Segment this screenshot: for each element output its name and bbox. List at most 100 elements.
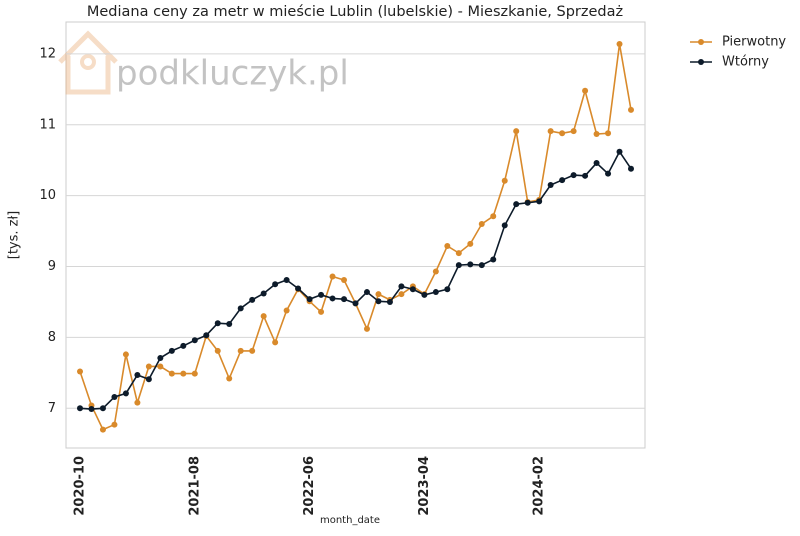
data-point: [559, 177, 566, 184]
data-point: [272, 339, 279, 346]
data-point: [628, 106, 634, 113]
data-point: [582, 172, 589, 179]
data-point: [501, 177, 508, 184]
x-tick-label: 2021-08: [187, 456, 202, 516]
data-point: [111, 393, 118, 400]
data-point: [329, 273, 336, 280]
watermark: podkluczyk.pl: [58, 30, 349, 95]
data-point: [341, 296, 348, 303]
data-point: [168, 347, 175, 354]
data-point: [490, 256, 497, 263]
data-point: [180, 370, 187, 377]
data-point: [226, 320, 233, 327]
data-point: [180, 342, 187, 349]
data-point: [341, 277, 348, 284]
data-point: [616, 40, 623, 47]
data-point: [157, 354, 164, 361]
legend-label: Wtórny: [722, 55, 769, 70]
y-tick-label: 10: [39, 188, 56, 203]
data-point: [478, 262, 485, 269]
data-point: [122, 390, 129, 397]
y-axis-label: [tys. zł]: [7, 211, 22, 260]
data-point: [616, 148, 623, 155]
legend-label: Pierwotny: [722, 35, 786, 50]
data-point: [191, 337, 198, 344]
data-point: [191, 370, 198, 377]
chart-title: Mediana ceny za metr w mieście Lublin (l…: [87, 4, 623, 20]
data-point: [547, 128, 554, 135]
data-point: [375, 291, 382, 298]
data-point: [605, 130, 612, 137]
data-point: [375, 298, 382, 305]
watermark-text: podkluczyk.pl: [116, 54, 349, 94]
data-point: [318, 308, 325, 315]
data-point: [478, 221, 485, 228]
x-tick-label: 2024-02: [532, 456, 547, 516]
x-tick-label: 2023-04: [417, 456, 432, 516]
data-point: [559, 130, 566, 137]
data-point: [226, 375, 233, 382]
data-point: [237, 305, 244, 312]
y-tick-label: 7: [48, 401, 56, 416]
data-point: [513, 128, 520, 135]
data-point: [421, 291, 428, 298]
data-point: [570, 128, 577, 135]
data-point: [249, 296, 256, 303]
data-point: [409, 286, 416, 293]
data-point: [214, 347, 221, 354]
data-point: [432, 268, 439, 275]
legend-marker: [698, 39, 704, 45]
data-point: [536, 198, 543, 205]
data-point: [134, 399, 141, 406]
data-point: [145, 363, 152, 370]
data-point: [570, 172, 577, 179]
data-point: [490, 213, 497, 220]
legend-marker: [698, 59, 704, 65]
data-point: [547, 182, 554, 189]
data-point: [99, 426, 106, 433]
data-point: [122, 351, 129, 358]
data-point: [467, 261, 474, 268]
data-point: [318, 291, 325, 298]
data-point: [283, 307, 290, 314]
y-tick-label: 8: [48, 330, 56, 345]
data-point: [444, 242, 451, 249]
data-point: [582, 87, 589, 94]
y-tick-label: 12: [39, 46, 56, 61]
data-point: [77, 405, 83, 412]
data-point: [513, 201, 520, 208]
data-point: [455, 250, 462, 257]
data-point: [111, 421, 118, 428]
data-point: [237, 347, 244, 354]
y-tick-label: 9: [48, 259, 56, 274]
data-point: [398, 283, 405, 290]
data-point: [168, 370, 175, 377]
x-axis-label: month_date: [320, 515, 380, 526]
data-point: [455, 262, 462, 269]
data-point: [306, 296, 313, 303]
data-point: [593, 130, 600, 137]
data-point: [272, 281, 279, 288]
data-point: [249, 347, 256, 354]
data-point: [295, 285, 302, 292]
watermark-icon: [58, 30, 118, 95]
data-point: [501, 222, 508, 229]
data-point: [99, 405, 106, 412]
data-point: [145, 376, 152, 383]
data-point: [88, 406, 95, 413]
data-point: [134, 371, 141, 378]
data-point: [363, 325, 370, 332]
data-point: [386, 298, 393, 305]
data-point: [283, 277, 290, 284]
data-point: [214, 320, 221, 327]
x-tick-label: 2020-10: [73, 456, 88, 516]
data-point: [352, 300, 359, 307]
y-tick-label: 11: [39, 117, 56, 132]
data-point: [444, 286, 451, 293]
data-point: [467, 240, 474, 247]
data-point: [157, 363, 164, 370]
data-point: [260, 290, 267, 297]
x-tick-label: 2022-06: [302, 456, 317, 516]
